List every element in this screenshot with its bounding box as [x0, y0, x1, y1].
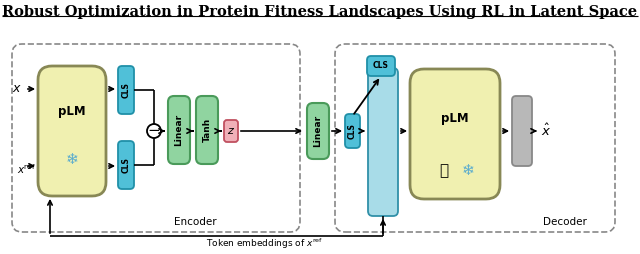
FancyBboxPatch shape: [196, 96, 218, 164]
Text: $x^\mathrm{ref}$: $x^\mathrm{ref}$: [17, 162, 36, 176]
Text: CLS: CLS: [122, 82, 131, 98]
FancyBboxPatch shape: [38, 66, 106, 196]
FancyBboxPatch shape: [224, 120, 238, 142]
FancyBboxPatch shape: [367, 56, 395, 76]
FancyBboxPatch shape: [307, 103, 329, 159]
Text: −: −: [148, 123, 161, 138]
Text: ❄: ❄: [462, 163, 475, 178]
Text: pLM: pLM: [58, 105, 86, 118]
Text: Encoder: Encoder: [173, 217, 216, 227]
Text: Robust Optimization in Protein Fitness Landscapes Using RL in Latent Space: Robust Optimization in Protein Fitness L…: [3, 5, 637, 19]
Text: $z$: $z$: [227, 126, 235, 136]
Text: Linear: Linear: [314, 115, 323, 147]
FancyBboxPatch shape: [118, 141, 134, 189]
Text: ❄: ❄: [66, 152, 78, 167]
Text: Token embeddings of $x^\mathrm{ref}$: Token embeddings of $x^\mathrm{ref}$: [207, 237, 323, 251]
Text: CLS: CLS: [122, 157, 131, 173]
Text: $\hat{x}$: $\hat{x}$: [541, 123, 551, 139]
Text: Linear: Linear: [175, 114, 184, 146]
FancyBboxPatch shape: [410, 69, 500, 199]
Text: $x$: $x$: [12, 83, 22, 96]
Text: Decoder: Decoder: [543, 217, 587, 227]
FancyBboxPatch shape: [345, 114, 360, 148]
Text: CLS: CLS: [373, 61, 389, 71]
Text: pLM: pLM: [441, 112, 469, 125]
Text: 🔥: 🔥: [440, 163, 449, 178]
FancyBboxPatch shape: [118, 66, 134, 114]
FancyBboxPatch shape: [512, 96, 532, 166]
Text: Tanh: Tanh: [202, 118, 211, 142]
FancyBboxPatch shape: [168, 96, 190, 164]
Text: CLS: CLS: [348, 123, 357, 139]
Circle shape: [147, 124, 161, 138]
FancyBboxPatch shape: [368, 68, 398, 216]
